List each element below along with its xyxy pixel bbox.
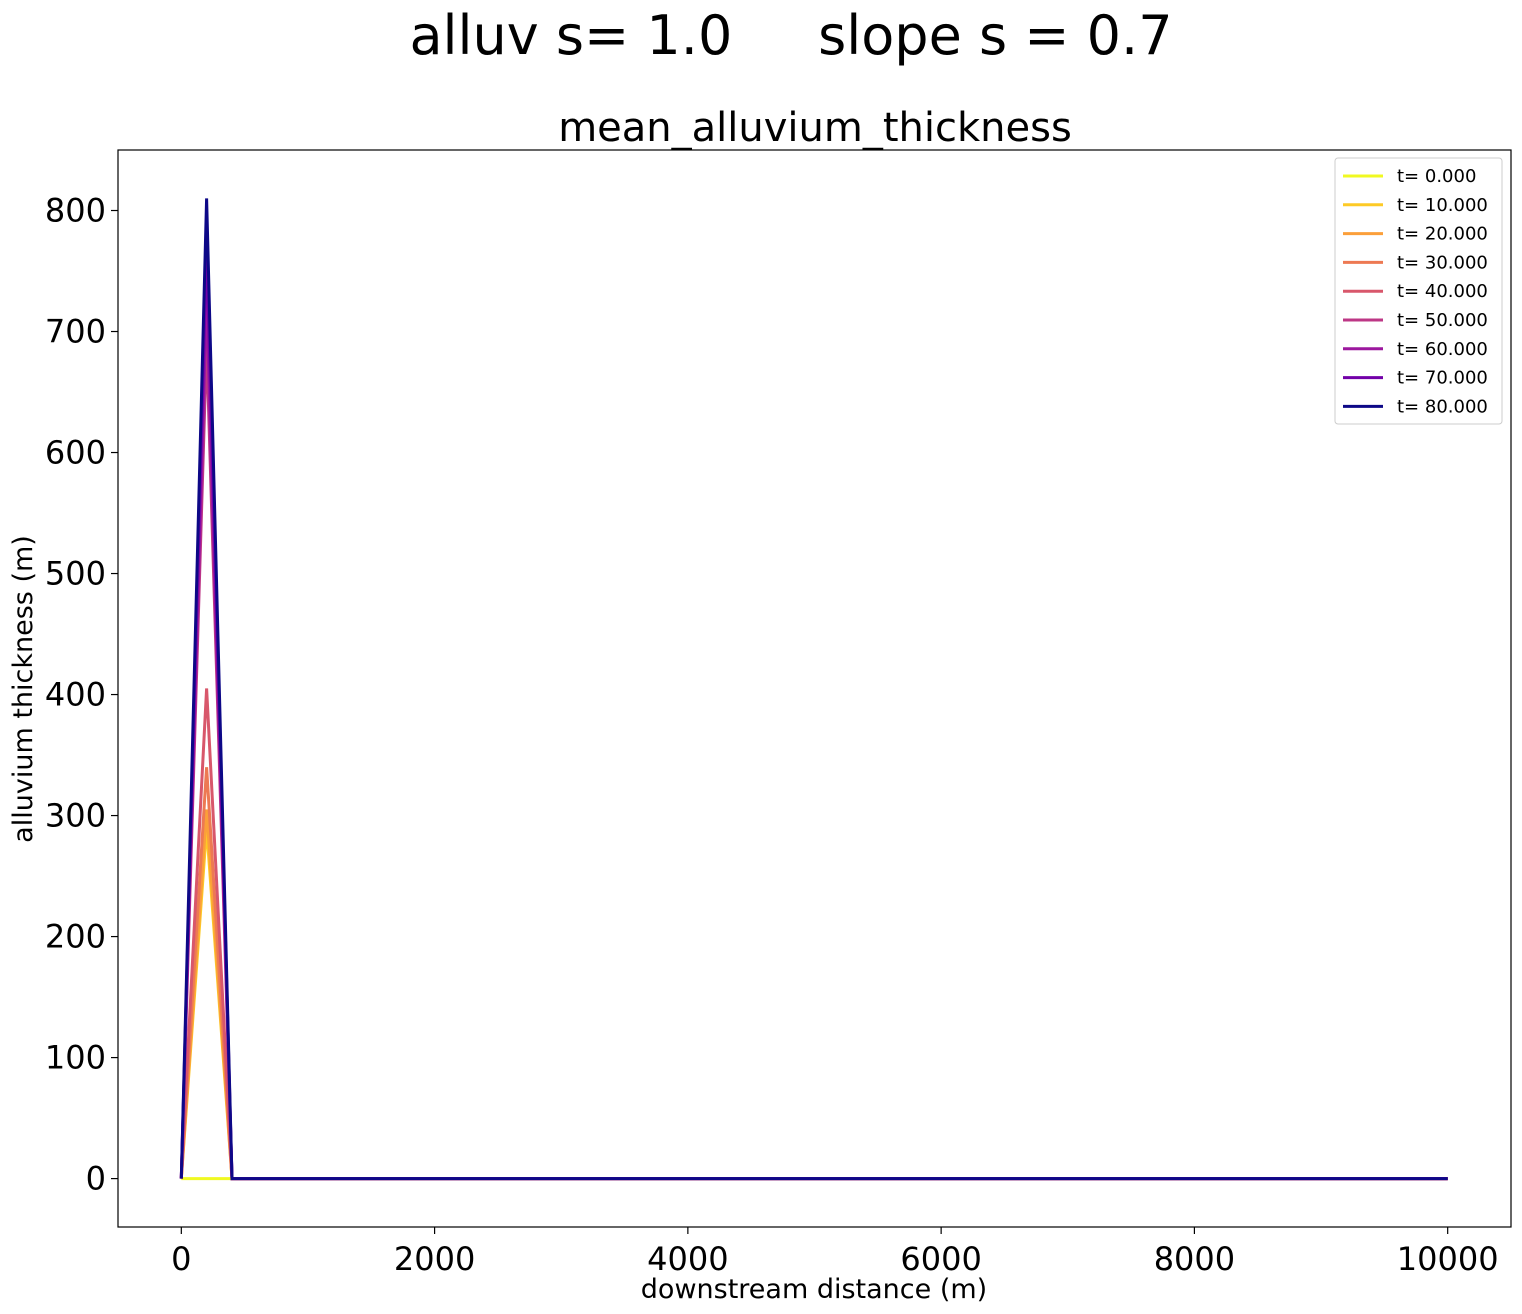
legend: t= 0.000 t= 10.000 t= 20.000 t= 30.000 t= 40… <box>1334 157 1503 425</box>
legend-label: t= 10.000 <box>1397 195 1488 216</box>
legend-label: t= 60.000 <box>1397 339 1488 360</box>
legend-label: t= 0.000 <box>1397 166 1476 187</box>
legend-label: t= 40.000 <box>1397 281 1488 302</box>
series-line-5 <box>179 688 1448 1181</box>
legend-box <box>1334 157 1503 425</box>
plot-area-frame <box>117 149 1512 1228</box>
series-line-8 <box>179 246 1448 1181</box>
y-tick-label: 600 <box>45 434 106 472</box>
x-axis-label: downstream distance (m) <box>641 1274 987 1305</box>
x-tick-label: 6000 <box>900 1240 981 1278</box>
x-tick-label: 8000 <box>1154 1240 1235 1278</box>
x-tick-label: 10000 <box>1397 1240 1499 1278</box>
x-axis: 0 2000 4000 6000 8000 10000 <box>171 1227 1499 1278</box>
y-axis-label: alluvium thickness (m) <box>8 535 39 843</box>
series-line-7 <box>179 295 1448 1181</box>
series-line-3 <box>179 809 1448 1181</box>
chart-title: mean_alluvium_thickness <box>558 105 1072 151</box>
x-tick-label: 2000 <box>394 1240 475 1278</box>
legend-label: t= 70.000 <box>1397 368 1488 389</box>
x-tick-label: 0 <box>171 1240 191 1278</box>
y-tick-label: 500 <box>45 555 106 593</box>
y-tick-label: 300 <box>45 797 106 835</box>
legend-label: t= 50.000 <box>1397 310 1488 331</box>
legend-label: t= 20.000 <box>1397 224 1488 245</box>
y-tick-label: 400 <box>45 676 106 714</box>
y-tick-label: 100 <box>45 1039 106 1077</box>
y-tick-label: 0 <box>86 1160 106 1198</box>
figure-suptitle: alluv s= 1.0 slope s = 0.7 <box>409 4 1172 67</box>
series-line-4 <box>179 767 1448 1181</box>
x-tick-label: 4000 <box>647 1240 728 1278</box>
legend-label: t= 80.000 <box>1397 396 1488 417</box>
series-lines <box>179 198 1448 1181</box>
series-line-9 <box>179 198 1448 1181</box>
y-tick-label: 700 <box>45 313 106 351</box>
y-tick-label: 200 <box>45 918 106 956</box>
series-line-6 <box>179 343 1448 1181</box>
y-axis: 0 100 200 300 400 500 600 700 800 <box>45 192 118 1198</box>
legend-label: t= 30.000 <box>1397 252 1488 273</box>
series-line-2 <box>179 827 1448 1181</box>
y-tick-label: 800 <box>45 192 106 230</box>
